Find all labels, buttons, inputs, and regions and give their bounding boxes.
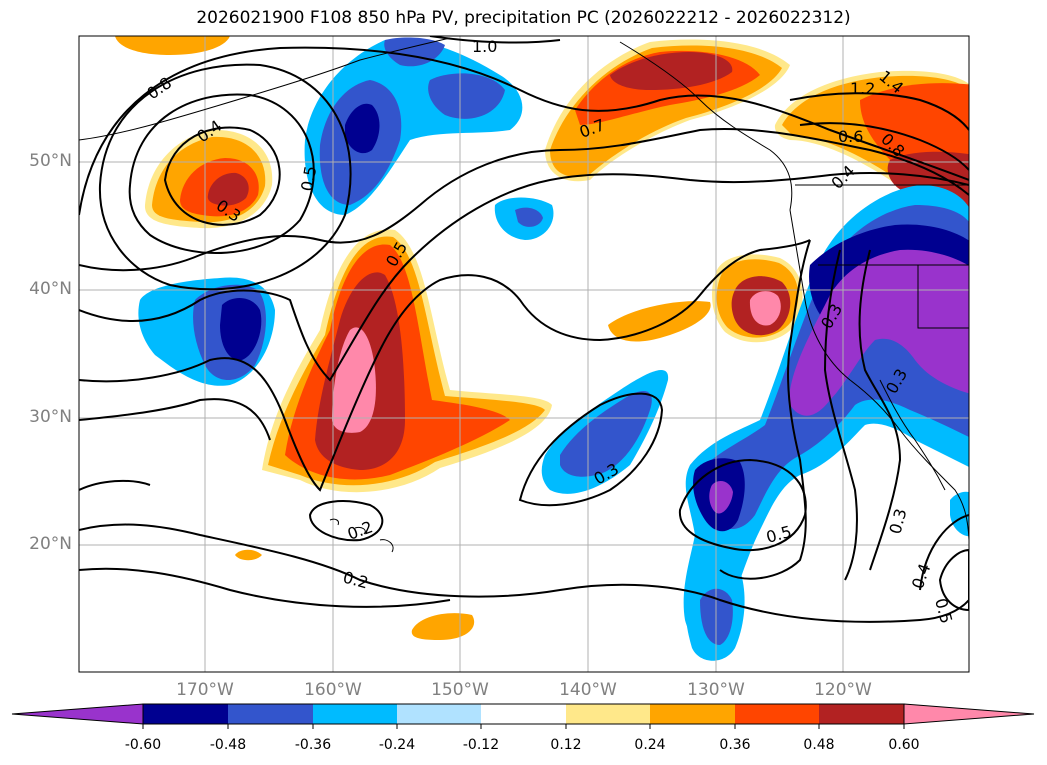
contour-south-2 (79, 567, 451, 608)
colorbar-bin (735, 704, 819, 724)
colorbar-bin (313, 704, 397, 724)
graticule (79, 36, 969, 672)
pv-contours (79, 36, 969, 623)
contour-closed-mid (518, 392, 664, 507)
contour-label: 0.5 (764, 522, 794, 547)
lat-label-20n: 20°N (29, 534, 72, 554)
colorbar-tick-label: 0.60 (888, 737, 920, 753)
coast-alaska (79, 37, 451, 141)
contour-east-3 (858, 249, 902, 571)
precip-pos-orange-strip (608, 301, 711, 342)
contour-east-2 (823, 249, 858, 581)
contour-mid-2 (79, 398, 271, 441)
precipitation-fill-layer (115, 36, 969, 661)
precip-neg-blue-se (560, 390, 652, 477)
colorbar-bin (228, 704, 313, 724)
colorbar-tick-label: 0.48 (803, 737, 835, 753)
contour-nw-closed-3 (98, 63, 352, 291)
contour-closed-se (678, 458, 807, 552)
contour-label: 0.6 (838, 127, 863, 146)
colorbar-extend-high (903, 703, 1035, 725)
contour-label: 1.0 (472, 37, 497, 56)
contour-right-closed-2 (919, 514, 969, 591)
map-frame (78, 35, 970, 673)
contour-long-2 (79, 128, 969, 272)
precip-pos-yellow-top (115, 36, 230, 55)
precip-neg-blue-small (515, 207, 543, 227)
contour-upper-right-1 (789, 92, 969, 131)
colorbar-bin (397, 704, 481, 724)
colorbar-tick-label: -0.60 (124, 737, 162, 753)
lon-label-160w: 160°W (304, 680, 362, 700)
lon-label-120w: 120°W (814, 680, 872, 700)
lat-label-50n: 50°N (29, 151, 72, 171)
contour-label: 0.5 (297, 164, 320, 192)
precip-neg-blue-mid (428, 73, 505, 119)
colorbar-bin (650, 704, 735, 724)
contour-sw-edge (79, 479, 151, 491)
contour-label: 0.2 (341, 568, 371, 593)
colorbar-tick-label: -0.24 (378, 737, 416, 753)
contour-east-1 (719, 239, 811, 580)
lat-label-40n: 40°N (29, 279, 72, 299)
contour-long-1 (79, 46, 969, 216)
contour-label: 1.2 (850, 79, 875, 98)
contour-nw-closed-2 (128, 93, 315, 255)
colorbar-bin (566, 704, 650, 724)
colorbar-tick-label: -0.36 (294, 737, 332, 753)
precip-neg-cyan-right (950, 491, 969, 537)
precip-pos-pink-cal (749, 291, 781, 326)
coast-west-us (789, 209, 969, 541)
coast-baja (879, 379, 946, 491)
precip-neg-navy-upper (345, 103, 380, 154)
precip-pos-orange-south (411, 613, 475, 640)
colorbar-bin (819, 704, 904, 724)
colorbar-extend-low (11, 703, 144, 725)
colorbar-frame (142, 703, 905, 725)
contour-top-1 (429, 36, 561, 44)
contour-upper-right-2 (799, 122, 969, 171)
contour-long-3 (79, 172, 969, 382)
precip-pos-pink-plume (332, 327, 376, 433)
border-state-2 (917, 265, 969, 329)
lon-label-170w: 170°W (176, 680, 234, 700)
colorbar-tick-label: -0.48 (209, 737, 247, 753)
coastlines (79, 37, 969, 553)
precip-pos-small-hi (235, 549, 262, 561)
precip-pos-dark-ne (610, 52, 733, 90)
contour-mid-1 (79, 239, 811, 492)
contour-label: 0.4 (827, 161, 858, 192)
colorbar-bin (481, 704, 566, 724)
contour-right-closed-1 (938, 548, 969, 612)
colorbar-tick-label: 0.12 (550, 737, 582, 753)
lon-label-130w: 130°W (687, 680, 745, 700)
precip-neg-purple-east-small (709, 480, 733, 514)
colorbar-tick-label: 0.24 (634, 737, 666, 753)
lat-label-30n: 30°N (29, 407, 72, 427)
precip-neg-navy-west (220, 298, 262, 361)
contour-south-1 (79, 523, 969, 623)
colorbar-tick-label: 0.36 (719, 737, 751, 753)
colorbar-tick-label: -0.12 (462, 737, 500, 753)
contour-hi-closed (308, 500, 384, 542)
map-title: 2026021900 F108 850 hPa PV, precipitatio… (196, 8, 851, 28)
contour-nw-closed-1 (163, 126, 281, 226)
colorbar (11, 703, 1035, 729)
lon-label-140w: 140°W (559, 680, 617, 700)
coast-hawaii (329, 518, 394, 553)
contour-label: 0.4 (908, 561, 935, 591)
precip-pos-dark-nw (207, 172, 249, 206)
precip-neg-purple-coast (790, 249, 969, 416)
coast-bc (619, 41, 793, 211)
contour-label: 0.2 (345, 517, 375, 544)
contour-label: 0.5 (931, 596, 956, 626)
colorbar-bin (143, 704, 228, 724)
colorbar-ticks (142, 724, 905, 729)
lon-label-150w: 150°W (431, 680, 489, 700)
